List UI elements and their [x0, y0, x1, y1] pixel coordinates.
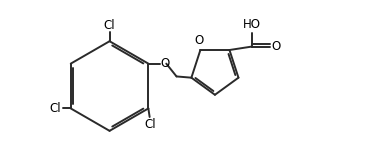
- Text: O: O: [194, 34, 203, 47]
- Text: Cl: Cl: [50, 102, 61, 115]
- Text: O: O: [271, 40, 280, 53]
- Text: Cl: Cl: [104, 19, 115, 32]
- Text: Cl: Cl: [145, 118, 156, 131]
- Text: HO: HO: [243, 18, 261, 31]
- Text: O: O: [161, 57, 170, 70]
